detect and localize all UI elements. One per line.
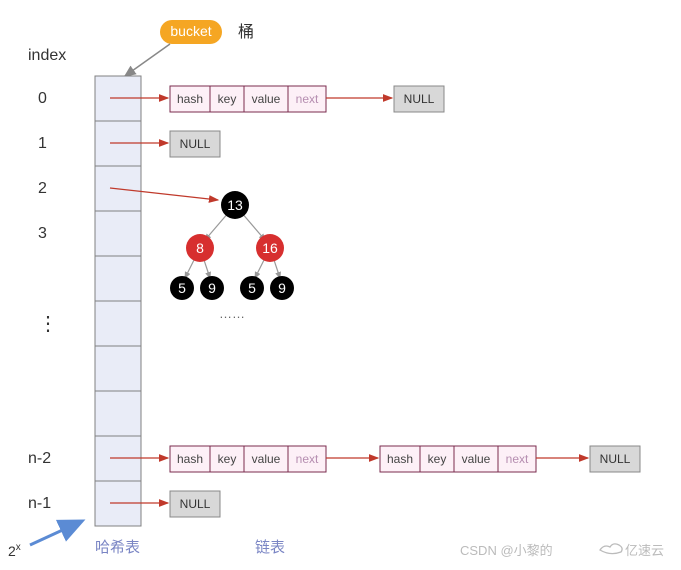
bucket-pointer-arrow [125, 44, 170, 76]
svg-text:hash: hash [177, 452, 203, 466]
tree-node-16: 16 [262, 240, 278, 256]
tree-node-5b: 5 [248, 280, 256, 296]
node-field-value: value [252, 92, 281, 106]
index-vdots: ⋮ [38, 313, 58, 335]
svg-text:next: next [296, 452, 319, 466]
watermark-csdn: CSDN @小黎的 [460, 543, 553, 558]
rb-tree: 13 8 16 5 9 5 9 [170, 191, 294, 300]
svg-text:key: key [428, 452, 447, 466]
node-field-next: next [296, 92, 319, 106]
bucket-badge-text: bucket [170, 23, 211, 39]
node-row0: hash key value next [170, 86, 326, 112]
capacity-arrow [30, 522, 80, 545]
tree-node-13: 13 [227, 197, 243, 213]
index-2: 2 [38, 180, 47, 197]
index-3: 3 [38, 225, 47, 242]
tree-ellipsis: …… [219, 306, 245, 321]
linkedlist-cn-label: 链表 [255, 539, 285, 556]
tree-node-9b: 9 [278, 280, 286, 296]
capacity-label: 2x [8, 542, 21, 559]
tree-node-9a: 9 [208, 280, 216, 296]
tree-node-8: 8 [196, 240, 204, 256]
index-label: index [28, 47, 66, 64]
index-1: 1 [38, 135, 47, 152]
svg-text:亿速云: 亿速云 [625, 543, 664, 558]
svg-text:value: value [462, 452, 491, 466]
null-rowN2-text: NULL [600, 452, 631, 466]
svg-text:next: next [506, 452, 529, 466]
tree-node-5a: 5 [178, 280, 186, 296]
hashtable-cn-label: 哈希表 [95, 539, 140, 556]
cloud-icon [600, 544, 622, 554]
bucket-cn-label: 桶 [238, 23, 254, 41]
svg-text:hash: hash [387, 452, 413, 466]
node-rowN2-1: hash key value next [170, 446, 326, 472]
svg-text:key: key [218, 452, 237, 466]
null-row0-text: NULL [404, 92, 435, 106]
null-row1-text: NULL [180, 137, 211, 151]
node-field-key: key [218, 92, 237, 106]
svg-text:value: value [252, 452, 281, 466]
node-field-hash: hash [177, 92, 203, 106]
node-rowN2-2: hash key value next [380, 446, 536, 472]
index-0: 0 [38, 90, 47, 107]
watermark-yisu: 亿速云 [600, 543, 664, 558]
index-n2: n-2 [28, 450, 51, 467]
null-rowN1-text: NULL [180, 497, 211, 511]
index-n1: n-1 [28, 495, 51, 512]
